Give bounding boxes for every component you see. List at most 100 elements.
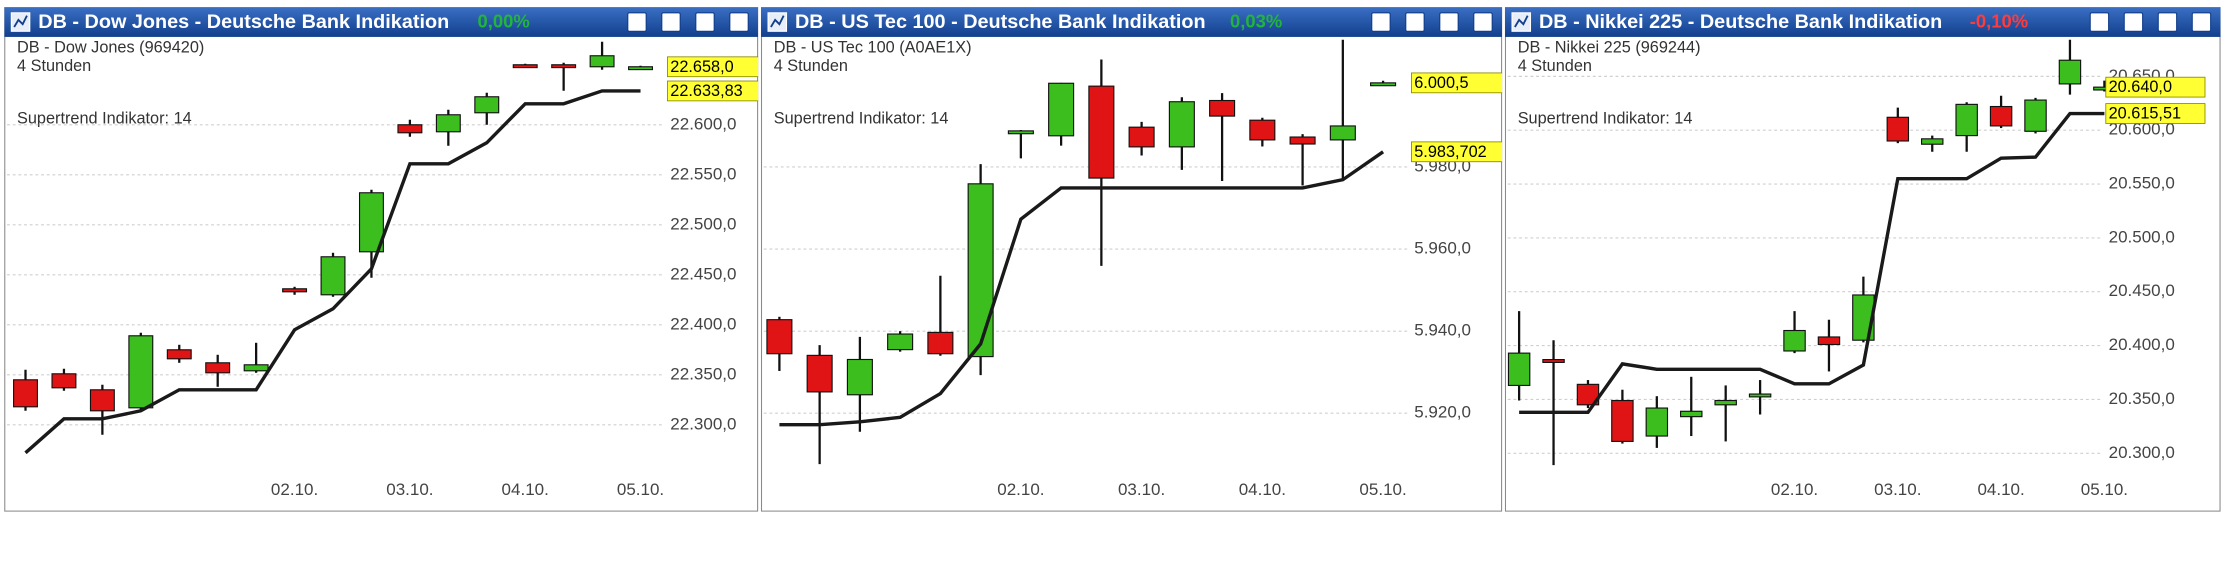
candle-body [927,331,954,355]
window-icon-glyph [13,15,28,28]
candle-body [1048,82,1075,137]
indicator-label: Supertrend Indikator: 14 [17,109,192,127]
x-tick-label: 04.10. [1977,480,2024,499]
y-tick-label: 22.450,0 [670,264,736,283]
chart-window: DB - Dow Jones - Deutsche Bank Indikatio… [4,7,759,512]
candle-body [1921,138,1944,145]
close-button[interactable] [729,12,749,32]
candle-body [397,124,423,134]
maximize-button[interactable] [1439,12,1459,32]
window-title: DB - Nikkei 225 - Deutsche Bank Indikati… [1539,11,1942,33]
price-label-box [667,80,759,102]
candle-body [846,358,873,396]
candle-body [1088,85,1115,179]
candle-body [358,192,384,253]
candle-body [282,288,308,293]
candle-body [166,349,192,360]
price-label-box [2105,76,2206,98]
x-tick-label: 02.10. [997,480,1044,499]
candle-body [589,55,615,68]
supertrend-line [24,89,641,455]
x-tick-label: 04.10. [502,480,549,499]
candle-body [1168,101,1195,148]
candle-body [628,66,654,71]
restore-button[interactable] [661,12,681,32]
candle-body [806,354,833,393]
candle-body [1128,126,1155,148]
candle-body [1249,119,1276,141]
candle-body [551,64,577,69]
instrument-label: DB - Dow Jones (969420) [17,39,204,57]
y-tick-label: 20.400,0 [2109,335,2175,354]
candle-body [435,114,461,133]
candle-body [320,256,346,296]
candle-body [1783,329,1806,352]
restore-button[interactable] [2123,12,2144,32]
indicator-label: Supertrend Indikator: 14 [1518,109,1693,127]
candle-body [1289,136,1316,145]
price-label: 5.983,702 [1414,143,1486,161]
candle-body [1645,407,1669,437]
y-tick-label: 20.550,0 [2109,174,2175,193]
close-button[interactable] [1473,12,1493,32]
minimize-button[interactable] [2089,12,2110,32]
candle-body [13,379,38,408]
y-tick-label: 5.960,0 [1414,239,1471,258]
y-tick-label: 22.350,0 [670,364,736,383]
candle-body [887,333,914,351]
candle-body [1507,352,1531,386]
candle-body [2058,59,2082,85]
candle-body [512,64,538,69]
candle-body [967,183,994,358]
candle-body [51,373,77,389]
candle-body [474,96,500,114]
instrument-label: DB - Nikkei 225 (969244) [1518,39,1701,57]
candle-body [1748,393,1772,398]
x-tick-label: 03.10. [1118,480,1165,499]
y-tick-label: 5.940,0 [1414,321,1471,340]
y-tick-label: 20.500,0 [2109,227,2175,246]
candle-body [1007,130,1034,135]
price-label-box [1410,141,1503,163]
interval-label: 4 Stunden [17,57,91,75]
y-tick-label: 22.400,0 [670,314,736,333]
restore-button[interactable] [1405,12,1425,32]
change-percent: -0,10% [1970,11,2028,32]
candle-body [1209,99,1236,117]
window-icon-glyph [1514,15,1529,28]
chart-window: DB - US Tec 100 - Deutsche Bank Indikati… [760,7,1503,512]
window-background [4,7,759,512]
candle-body [1886,116,1910,142]
close-button[interactable] [2191,12,2212,32]
minimize-button[interactable] [1371,12,1391,32]
supertrend-line [779,150,1385,427]
maximize-button[interactable] [695,12,715,32]
supertrend-line [1519,111,2105,415]
price-label: 20.640,0 [2109,78,2172,96]
instrument-label: DB - US Tec 100 (A0AE1X) [774,39,972,57]
window-icon-glyph [770,15,785,28]
maximize-button[interactable] [2157,12,2178,32]
price-label-box [667,56,759,78]
price-label: 22.658,0 [670,58,733,76]
candle-body [1955,103,1978,137]
x-tick-label: 04.10. [1239,480,1286,499]
x-tick-label: 05.10. [617,480,664,499]
candle-body [1817,336,1841,346]
y-tick-label: 20.350,0 [2109,389,2175,408]
y-tick-label: 22.300,0 [670,414,736,433]
price-label-box [1410,72,1503,94]
y-tick-label: 20.600,0 [2109,120,2175,139]
candle-body [1989,105,2013,127]
candle-body [1370,82,1397,87]
price-label: 6.000,5 [1414,74,1468,92]
minimize-button[interactable] [627,12,647,32]
candle-body [1714,399,1737,406]
chart-window: DB - Nikkei 225 - Deutsche Bank Indikati… [1504,7,2221,512]
interval-label: 4 Stunden [1518,57,1592,75]
interval-label: 4 Stunden [774,57,848,75]
change-percent: 0,03% [1230,11,1282,32]
